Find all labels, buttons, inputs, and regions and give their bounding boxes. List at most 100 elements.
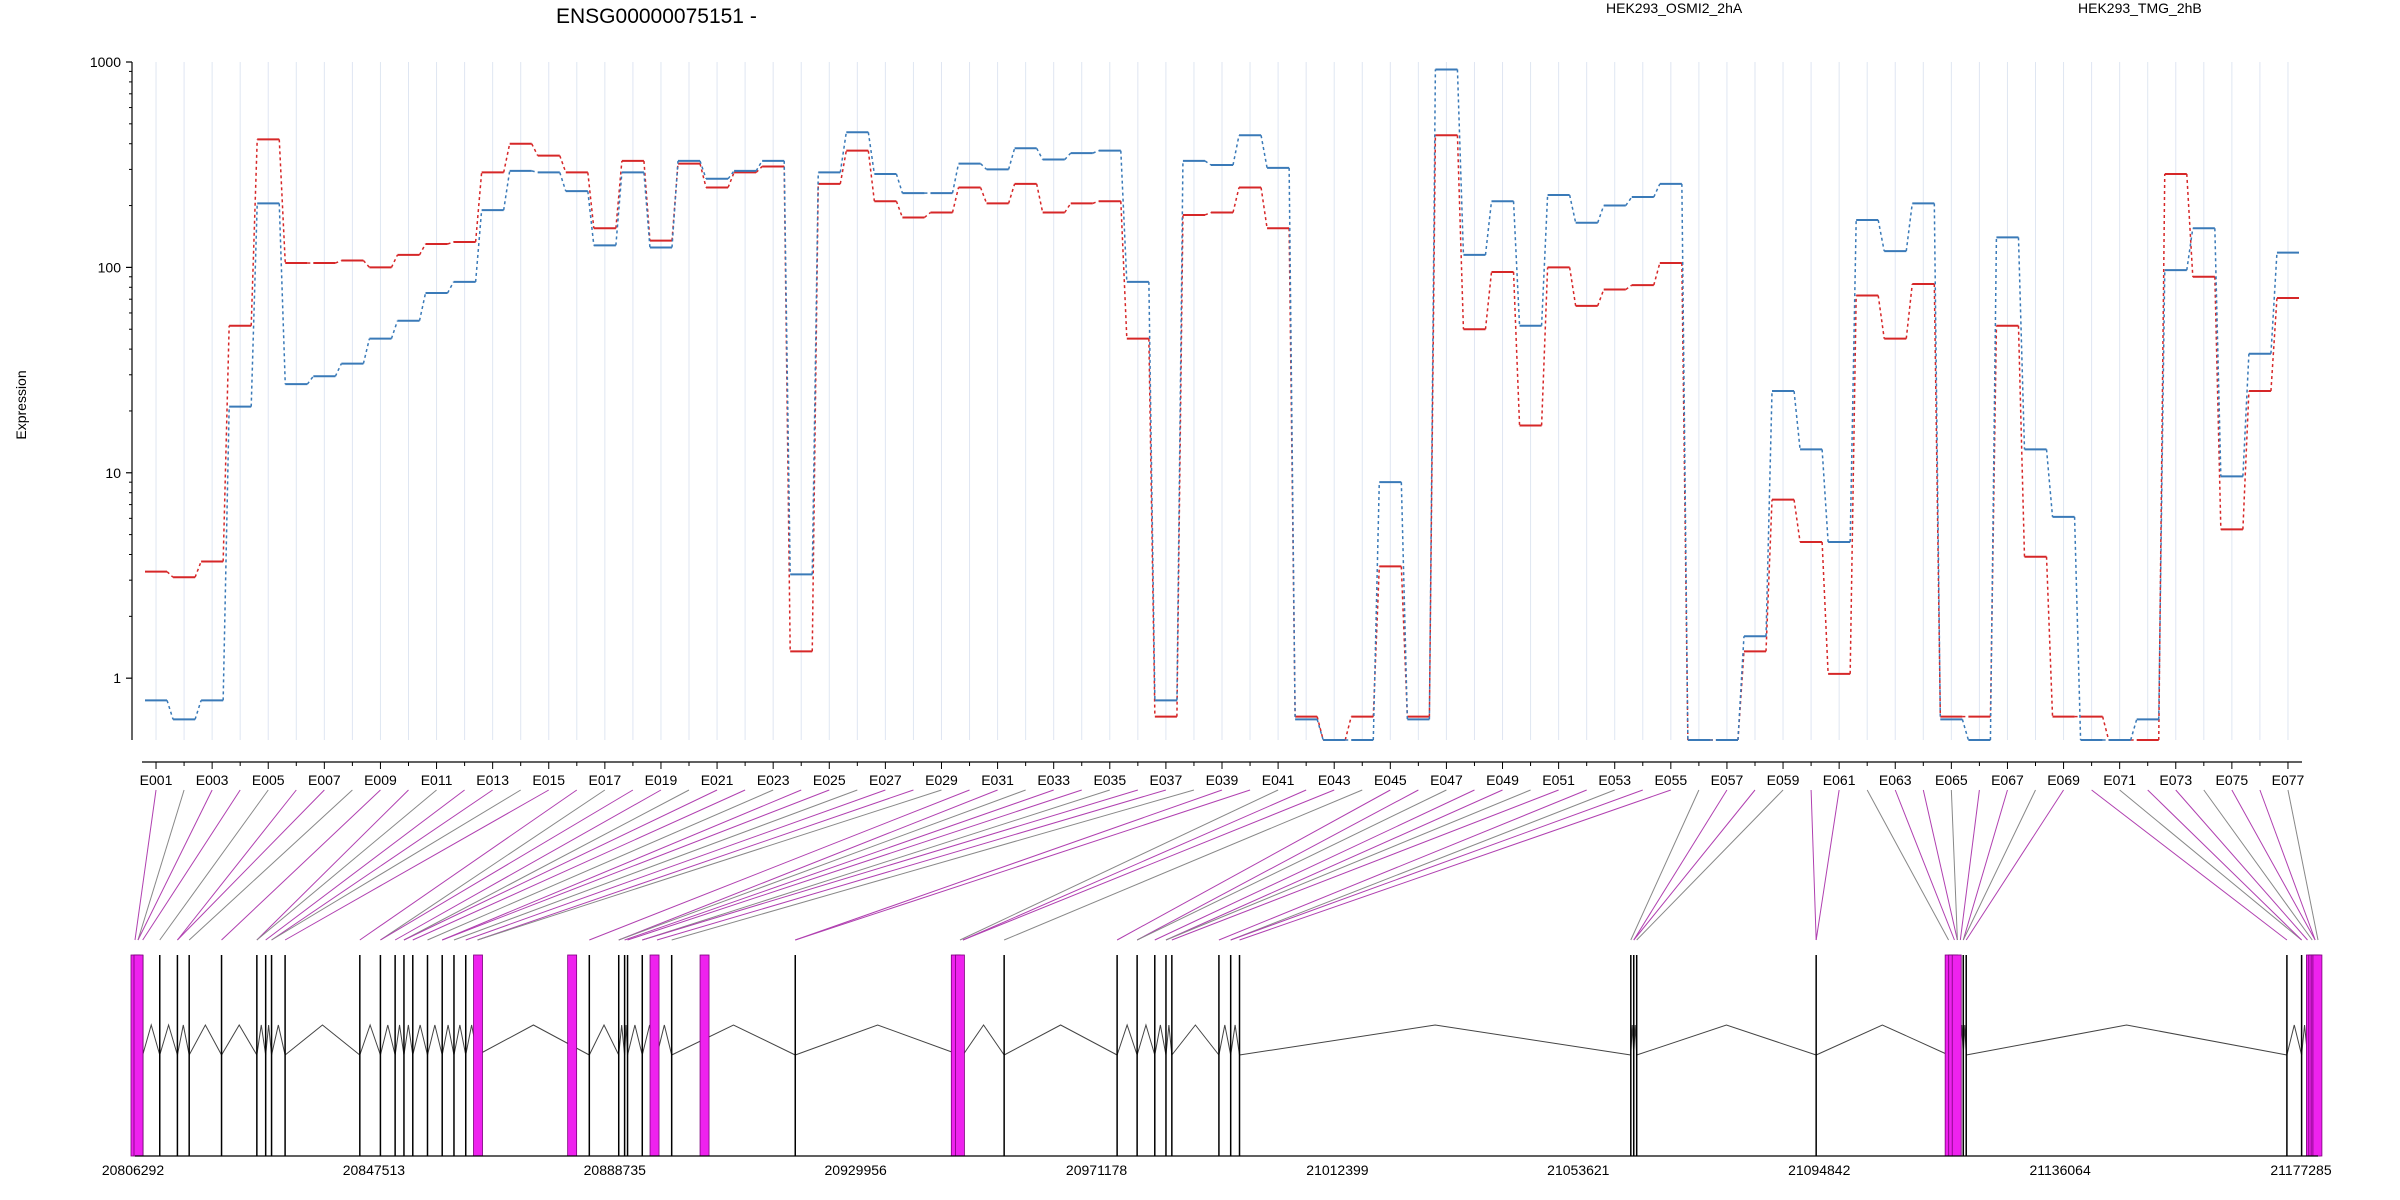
x-tick-label: E077 xyxy=(2272,772,2305,788)
exon-connector xyxy=(1962,789,2036,941)
series-transition xyxy=(727,172,735,188)
series-transition xyxy=(1428,135,1437,717)
exon-connector xyxy=(2203,789,2313,941)
intron-link xyxy=(403,1024,414,1056)
series-transition xyxy=(362,338,371,364)
exon-connector xyxy=(271,789,521,941)
series-transition xyxy=(867,150,876,202)
intron-link xyxy=(627,1024,643,1056)
series-transition xyxy=(1176,160,1184,701)
exon-connector xyxy=(1136,789,1447,941)
x-tick-label: E023 xyxy=(757,772,790,788)
series-transition xyxy=(1905,203,1914,252)
exon-connector xyxy=(1959,789,1980,941)
intron-link xyxy=(1165,1024,1173,1056)
x-tick-label: E019 xyxy=(645,772,678,788)
genome-tick-label: 21053621 xyxy=(1547,1162,1610,1178)
series-transition xyxy=(1232,135,1240,166)
series-transition xyxy=(1372,482,1381,741)
intron-link xyxy=(394,1024,405,1056)
exon-connector xyxy=(618,789,998,941)
exon-connector xyxy=(442,789,802,941)
x-tick-label: E043 xyxy=(1318,772,1351,788)
series-transition xyxy=(2017,237,2026,450)
series-transition xyxy=(951,187,960,213)
series-transition xyxy=(2186,228,2194,271)
exon-connector xyxy=(642,789,1110,941)
series-transition xyxy=(671,160,679,248)
series-transition xyxy=(1428,69,1437,720)
legend-entry-tmg: HEK293_TMG_2hB xyxy=(2078,0,2202,16)
series-transition xyxy=(2186,173,2194,277)
series-transition xyxy=(1344,716,1352,741)
exon-connector xyxy=(221,789,381,941)
intron-link xyxy=(1003,1024,1118,1056)
x-tick-label: E061 xyxy=(1823,772,1856,788)
exon-connector xyxy=(159,789,269,941)
exon-connector xyxy=(271,789,493,941)
y-tick-label: 1 xyxy=(113,670,121,686)
series-transition xyxy=(2129,719,2138,741)
series-transition xyxy=(446,281,455,294)
exon-connector xyxy=(642,789,1138,941)
exon-connector xyxy=(403,789,718,941)
intron-link xyxy=(1154,1024,1167,1056)
exon-connector xyxy=(442,789,830,941)
series-transition xyxy=(2214,276,2222,530)
series-transition xyxy=(194,561,202,578)
highlighted-exon xyxy=(473,954,483,1157)
series-transition xyxy=(278,203,287,385)
exon-connector xyxy=(962,789,1335,941)
intron-link xyxy=(176,1024,190,1056)
series-transition xyxy=(474,210,483,282)
series-transition xyxy=(306,375,314,385)
exon-connector xyxy=(618,789,1026,941)
series-transition xyxy=(951,163,960,194)
x-tick-label: E073 xyxy=(2159,772,2192,788)
series-transition xyxy=(867,132,876,175)
exon-connectors xyxy=(134,789,2319,941)
x-tick-label: E037 xyxy=(1150,772,1183,788)
x-tick-label: E065 xyxy=(1935,772,1968,788)
series-transition xyxy=(1625,284,1633,291)
genome-tick-label: 20847513 xyxy=(343,1162,406,1178)
series-transition xyxy=(222,406,230,701)
x-tick-label: E075 xyxy=(2216,772,2249,788)
exon-connector xyxy=(1239,789,1671,941)
series-transition xyxy=(1933,203,1942,720)
x-tick-label: E059 xyxy=(1767,772,1800,788)
series-transition xyxy=(615,172,623,246)
intron-link xyxy=(795,1024,961,1056)
exon-connector xyxy=(1815,789,1840,941)
series-transition xyxy=(895,173,904,194)
x-tick-label: E015 xyxy=(532,772,565,788)
series-transition xyxy=(839,150,848,185)
series-transition xyxy=(1400,482,1409,720)
series-transition xyxy=(1092,149,1100,154)
intron-link xyxy=(453,1024,467,1056)
y-axis: 1 10 100 1000 xyxy=(90,54,133,740)
series-transition xyxy=(1793,499,1801,543)
series-transition xyxy=(1260,187,1268,229)
intron-link xyxy=(427,1024,443,1056)
series-transition xyxy=(1456,69,1465,255)
genome-tick-label: 21012399 xyxy=(1306,1162,1369,1178)
series-transition xyxy=(418,243,427,256)
genome-coordinate-axis: 20806292 20847513 20888735 20929956 20971178… xyxy=(102,1155,2332,1178)
series-transition xyxy=(250,203,258,407)
exon-connector xyxy=(2175,789,2308,941)
exon-connector xyxy=(477,789,914,941)
exon-connector xyxy=(284,789,550,941)
exon-connector xyxy=(177,789,325,941)
series-transition xyxy=(166,571,174,578)
series-transition xyxy=(2214,228,2222,477)
intron-link xyxy=(142,1023,161,1056)
x-tick-label: E009 xyxy=(364,772,397,788)
exon-axis: E001 E003 E005 E007 E009 E011 E013 E015 E017 E019… xyxy=(140,761,2305,788)
series-transition xyxy=(643,172,651,248)
x-tick-label: E033 xyxy=(1037,772,1070,788)
series-transition xyxy=(1512,201,1521,326)
highlighted-exon xyxy=(2312,954,2323,1157)
y-tick-label: 10 xyxy=(105,465,121,481)
